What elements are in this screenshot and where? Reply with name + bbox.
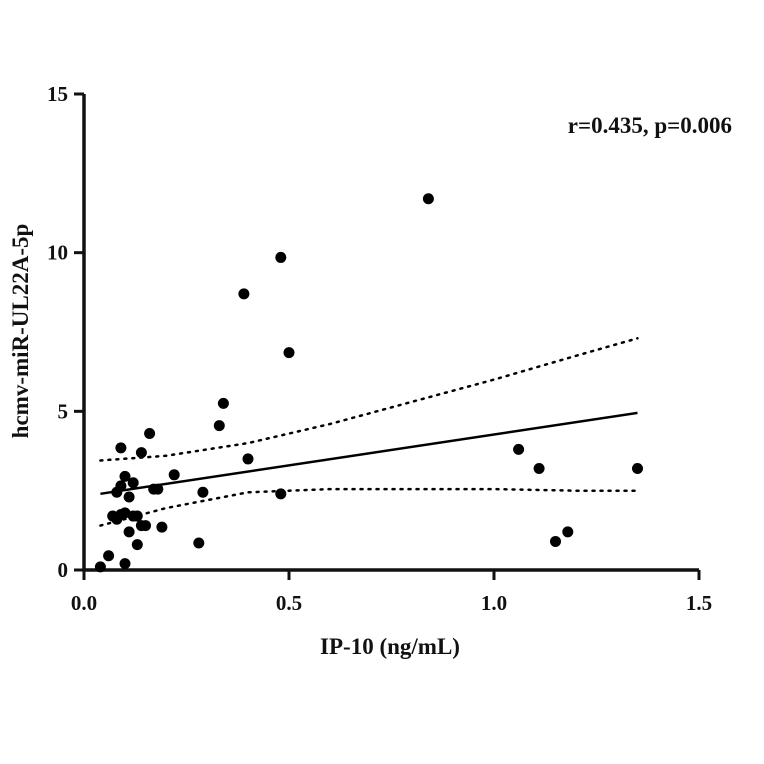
correlation-annotation: r=0.435, p=0.006 <box>568 113 732 138</box>
data-point <box>115 442 127 454</box>
data-points <box>94 193 643 573</box>
data-point <box>131 510 143 522</box>
data-point <box>94 561 106 573</box>
data-point <box>533 462 545 474</box>
y-tick-label: 0 <box>58 558 69 582</box>
data-point <box>283 347 295 359</box>
data-point <box>242 453 254 465</box>
x-tick-label: 1.0 <box>481 591 507 615</box>
x-ticks: 0.0 0.5 1.0 1.5 <box>71 570 712 615</box>
data-point <box>103 550 115 562</box>
y-tick-label: 15 <box>47 82 68 106</box>
data-point <box>168 469 180 481</box>
ci-lower-line <box>99 487 639 527</box>
data-point <box>513 443 525 455</box>
data-point <box>123 526 135 538</box>
y-ticks: 0 5 10 15 <box>47 82 84 582</box>
regression-line <box>100 411 638 496</box>
regression-fit <box>100 411 638 496</box>
data-point <box>217 397 229 409</box>
x-tick-label: 1.5 <box>686 591 712 615</box>
data-point <box>213 420 225 432</box>
data-point <box>131 539 143 551</box>
x-axis-title: IP-10 (ng/mL) <box>320 634 460 659</box>
confidence-band <box>99 337 639 527</box>
data-point <box>140 520 151 532</box>
data-point <box>119 558 131 570</box>
data-point <box>550 535 561 547</box>
data-point <box>632 462 643 474</box>
data-point <box>193 537 205 549</box>
data-point <box>107 510 119 522</box>
data-point <box>197 486 209 498</box>
ci-upper-line <box>99 337 639 462</box>
data-point <box>562 526 574 538</box>
data-point <box>123 491 135 503</box>
y-tick-label: 5 <box>58 399 69 423</box>
data-point <box>152 483 164 495</box>
x-tick-label: 0.0 <box>71 591 97 615</box>
data-point <box>119 470 131 482</box>
axes <box>82 94 699 572</box>
data-point <box>275 488 287 500</box>
data-point <box>422 193 434 205</box>
data-point <box>144 428 156 440</box>
x-tick-label: 0.5 <box>276 591 302 615</box>
data-point <box>275 251 287 263</box>
y-tick-label: 10 <box>47 241 68 265</box>
y-axis-title: hcmv-miR-UL22A-5p <box>8 224 33 439</box>
data-point <box>156 521 168 533</box>
data-point <box>115 480 127 492</box>
data-point <box>238 288 250 300</box>
data-point <box>135 447 147 459</box>
data-point <box>127 477 139 489</box>
